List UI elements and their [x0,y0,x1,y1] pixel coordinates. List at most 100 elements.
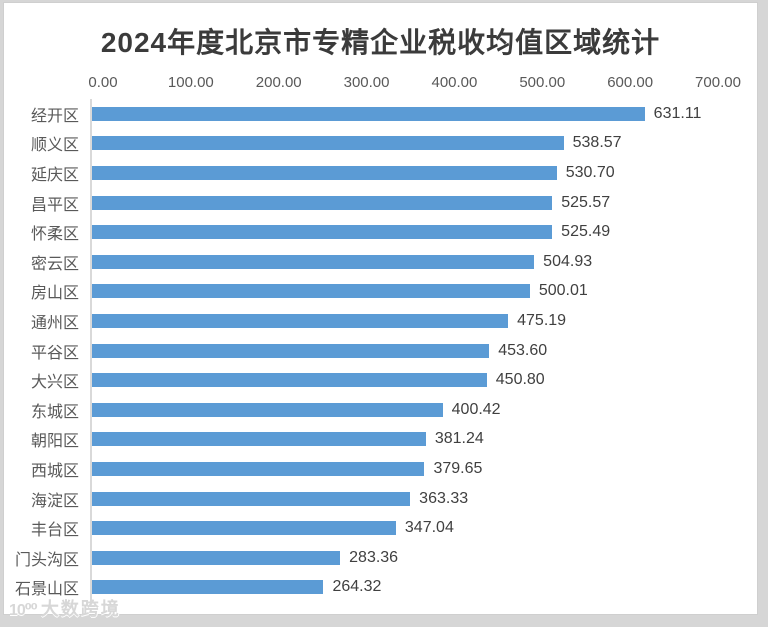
value-label: 283.36 [349,548,399,566]
watermark-text: 大数跨境 [40,599,121,619]
x-axis-tick-label: 100.00 [167,74,214,91]
x-axis-tick-label: 700.00 [695,74,741,91]
value-label: 381.24 [434,430,484,448]
x-axis-tick-label: 0.00 [88,74,118,91]
category-label: 平谷区 [30,344,79,362]
value-label: 379.65 [433,459,483,477]
bar [92,461,425,476]
watermark: 10⁰⁰ 大数跨境 [9,595,121,621]
x-axis-tick-label: 600.00 [607,74,654,91]
bar [92,343,490,358]
bar [92,284,530,299]
plot-area-cell: 538.57 [90,128,705,159]
value-label: 504.93 [543,252,593,270]
value-label: 475.19 [517,311,567,329]
bar [92,432,426,447]
bar [92,491,411,506]
plot-area-cell: 450.80 [90,365,705,395]
plot-area-cell: 525.57 [90,187,705,218]
value-label: 631.11 [653,104,702,122]
bar-row: 房山区 500.01 [4,276,757,307]
chart-title: 2024年度北京市专精企业税收均值区域统计 [100,27,661,58]
bar [92,580,324,595]
watermark-logo-icon: 10⁰⁰ [9,602,38,619]
value-label: 500.01 [538,282,588,300]
category-label: 石景山区 [14,581,79,599]
bar [92,195,553,210]
bar-row: 延庆区 530.70 [4,158,757,188]
x-axis-tick-label: 300.00 [343,74,390,91]
value-label: 453.60 [498,341,548,359]
bar-row: 经开区 631.11 [4,99,757,129]
bar [92,402,443,417]
category-label: 朝阳区 [30,433,79,451]
plot-area-cell: 631.11 [90,99,705,129]
category-label: 怀柔区 [30,226,79,244]
category-label: 门头沟区 [14,551,79,569]
value-label: 538.57 [572,134,622,152]
bar-row: 门头沟区 283.36 [4,542,757,573]
value-label: 347.04 [404,519,454,537]
category-label: 昌平区 [30,196,79,214]
category-label: 经开区 [30,107,79,125]
bar [92,313,509,328]
category-label: 密云区 [30,255,79,273]
x-axis: 0.00 100.00 200.00 300.00 400.00 500.00 600.00… [88,74,741,94]
bar-row: 平谷区 453.60 [4,335,757,366]
bar [92,373,487,388]
category-label: 延庆区 [30,166,79,184]
bar [92,165,557,180]
category-label: 顺义区 [30,137,79,155]
value-label: 400.42 [451,400,501,418]
bar [92,254,535,269]
plot-area-cell: 525.49 [90,217,705,247]
plot-area-cell: 504.93 [90,246,705,277]
plot-area-cell: 283.36 [90,542,705,573]
plot-area-cell: 379.65 [90,454,705,484]
category-label: 房山区 [30,285,79,303]
category-label: 海淀区 [30,492,79,510]
bar [92,521,396,536]
value-label: 525.49 [561,223,611,241]
value-label: 530.70 [565,163,615,181]
value-label: 525.57 [561,193,611,211]
bar-row: 丰台区 347.04 [4,513,757,543]
plot-area-cell: 381.24 [90,424,705,455]
bar [92,225,553,240]
bar-row: 顺义区 538.57 [4,128,757,159]
category-label: 大兴区 [30,374,79,392]
bar-row: 昌平区 525.57 [4,187,757,218]
bar [92,136,564,151]
bar-row: 海淀区 363.33 [4,483,757,514]
value-label: 450.80 [495,371,545,389]
bar [92,106,645,121]
category-label: 西城区 [30,462,79,480]
bar-row: 西城区 379.65 [4,454,757,484]
plot-area-cell: 475.19 [90,306,705,336]
plot-area-cell: 400.42 [90,394,705,425]
bar-row: 石景山区 264.32 [4,572,757,603]
plot-area-cell: 530.70 [90,158,705,188]
bar [92,550,341,565]
plot-area-cell: 363.33 [90,483,705,514]
x-axis-tick-label: 400.00 [431,74,478,91]
x-axis-tick-label: 200.00 [255,74,302,91]
category-label: 东城区 [30,403,79,421]
x-axis-tick-label: 500.00 [519,74,566,91]
category-label: 通州区 [30,314,79,332]
category-label: 丰台区 [30,522,79,540]
bar-row: 朝阳区 381.24 [4,424,757,455]
bar-rows-container: 经开区 631.11 顺义区 538.57 延庆区 530.70 昌平区 525… [4,99,757,603]
bar-row: 怀柔区 525.49 [4,217,757,247]
bar-row: 东城区 400.42 [4,394,757,425]
plot-area-cell: 347.04 [90,513,705,543]
chart-panel: 2024年度北京市专精企业税收均值区域统计 0.00 100.00 200.00 30… [3,2,758,619]
bar-row: 通州区 475.19 [4,306,757,336]
bar-row: 大兴区 450.80 [4,365,757,395]
bar-row: 密云区 504.93 [4,246,757,277]
value-label: 264.32 [332,578,382,596]
plot-area-cell: 500.01 [90,276,705,307]
plot-area-cell: 264.32 [90,572,705,603]
plot-area-cell: 453.60 [90,335,705,366]
value-label: 363.33 [419,489,469,507]
